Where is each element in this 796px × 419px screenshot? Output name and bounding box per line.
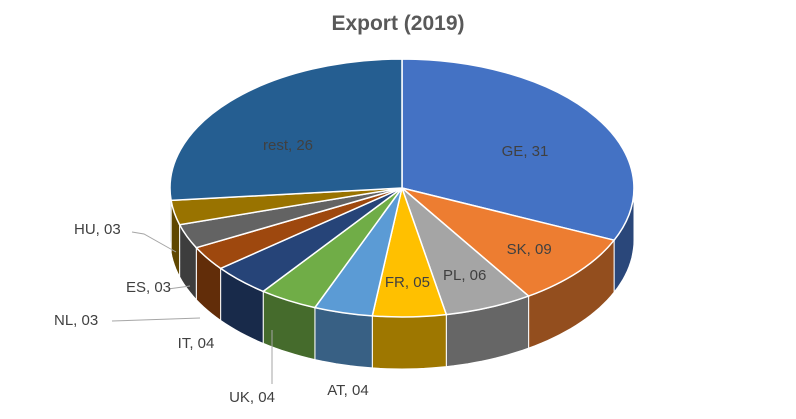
leader-line-hu [132,232,176,252]
data-label-es: ES, 03 [126,279,171,296]
leader-line-nl [112,318,200,321]
data-label-sk: SK, 09 [507,241,552,258]
data-label-ge: GE, 31 [502,143,549,160]
data-label-it: IT, 04 [178,335,215,352]
data-label-rest: rest, 26 [263,137,313,154]
data-label-uk: UK, 04 [229,389,275,406]
data-label-nl: NL, 03 [54,312,98,329]
pie-side-fr [372,315,446,369]
pie-side-at [315,308,372,368]
data-label-fr: FR, 05 [385,274,430,291]
data-label-hu: HU, 03 [74,221,121,238]
data-label-pl: PL, 06 [443,267,486,284]
pie-slice-rest [170,59,402,200]
data-label-at: AT, 04 [327,382,368,399]
